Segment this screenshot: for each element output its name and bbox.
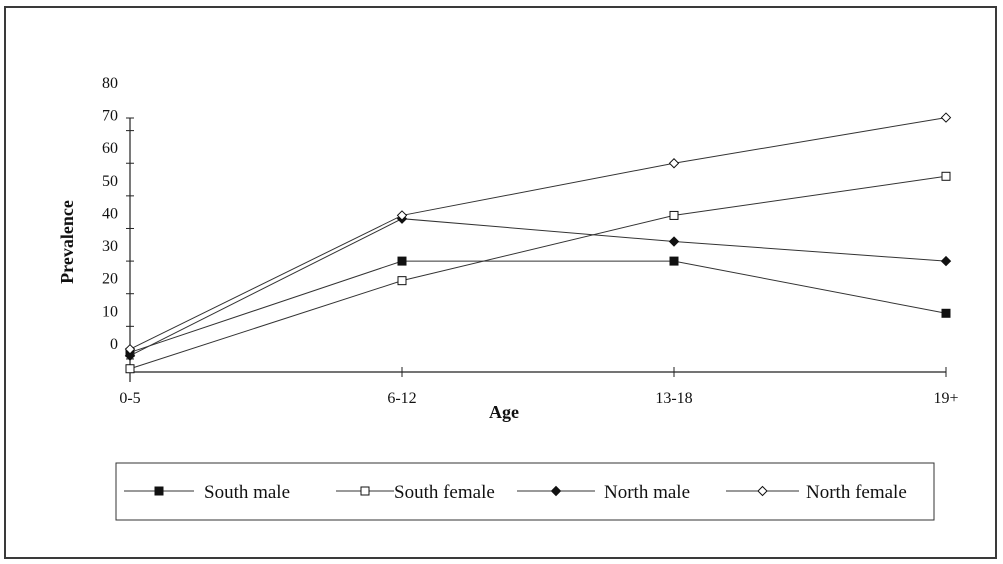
data-point-north-male xyxy=(124,350,136,361)
legend-label: South male xyxy=(204,482,290,503)
y-tick-label: 20 xyxy=(102,271,118,288)
data-point-north-male xyxy=(940,255,952,267)
y-tick-label: 60 xyxy=(102,140,118,157)
x-tick-label: 0-5 xyxy=(119,390,140,407)
legend-label: North female xyxy=(806,482,907,503)
series-line-south-male xyxy=(129,260,947,353)
series-south-male xyxy=(125,256,951,357)
series-north-female xyxy=(124,112,952,355)
data-point-north-female xyxy=(940,112,952,123)
x-axis-title: Age xyxy=(489,402,519,422)
data-point-north-female xyxy=(668,158,680,169)
data-point-south-male xyxy=(669,256,679,266)
series-south-female xyxy=(125,171,951,374)
legend-marker xyxy=(154,486,164,496)
legend-item-north-female: North female xyxy=(726,482,907,503)
y-tick-label: 50 xyxy=(102,173,118,190)
legend: South male South female North male North fe… xyxy=(115,462,935,521)
data-point-south-male xyxy=(397,256,407,266)
legend-marker xyxy=(550,485,562,497)
x-tick-label: 13-18 xyxy=(655,390,692,407)
data-point-south-female xyxy=(397,276,407,286)
series-north-male xyxy=(124,213,952,361)
legend-item-north-male: North male xyxy=(517,482,690,503)
y-tick-label: 70 xyxy=(102,108,118,125)
y-tick-labels: 0 10 20 30 40 50 60 70 80 xyxy=(102,75,118,353)
y-tick-label: 10 xyxy=(102,303,118,320)
y-tick-label: 40 xyxy=(102,205,118,222)
series-layer xyxy=(124,112,952,374)
legend-item-south-male: South male xyxy=(124,482,290,503)
y-tick-label: 30 xyxy=(102,238,118,255)
data-point-north-female xyxy=(396,210,408,221)
y-tick-label: 80 xyxy=(102,75,118,92)
data-point-south-female xyxy=(125,364,135,374)
data-point-south-female xyxy=(941,171,951,181)
x-tick-label: 6-12 xyxy=(387,390,416,407)
legend-label: South female xyxy=(394,482,495,503)
series-line-north-female xyxy=(129,117,947,350)
legend-marker xyxy=(360,486,370,496)
data-point-south-female xyxy=(669,210,679,220)
series-line-north-male xyxy=(129,218,947,357)
data-point-north-male xyxy=(668,236,680,247)
legend-marker xyxy=(757,485,768,497)
y-axis-title: Prevalence xyxy=(57,200,77,284)
legend-label: North male xyxy=(604,482,690,503)
axes xyxy=(126,117,947,382)
x-tick-label: 19+ xyxy=(933,390,958,407)
legend-item-south-female: South female xyxy=(336,482,495,503)
data-point-north-female xyxy=(124,343,136,355)
y-tick-label: 0 xyxy=(110,336,118,353)
data-point-south-male xyxy=(941,308,951,318)
series-line-south-female xyxy=(129,175,947,370)
x-tick-labels: 0-5 6-12 13-18 19+ xyxy=(119,390,958,407)
